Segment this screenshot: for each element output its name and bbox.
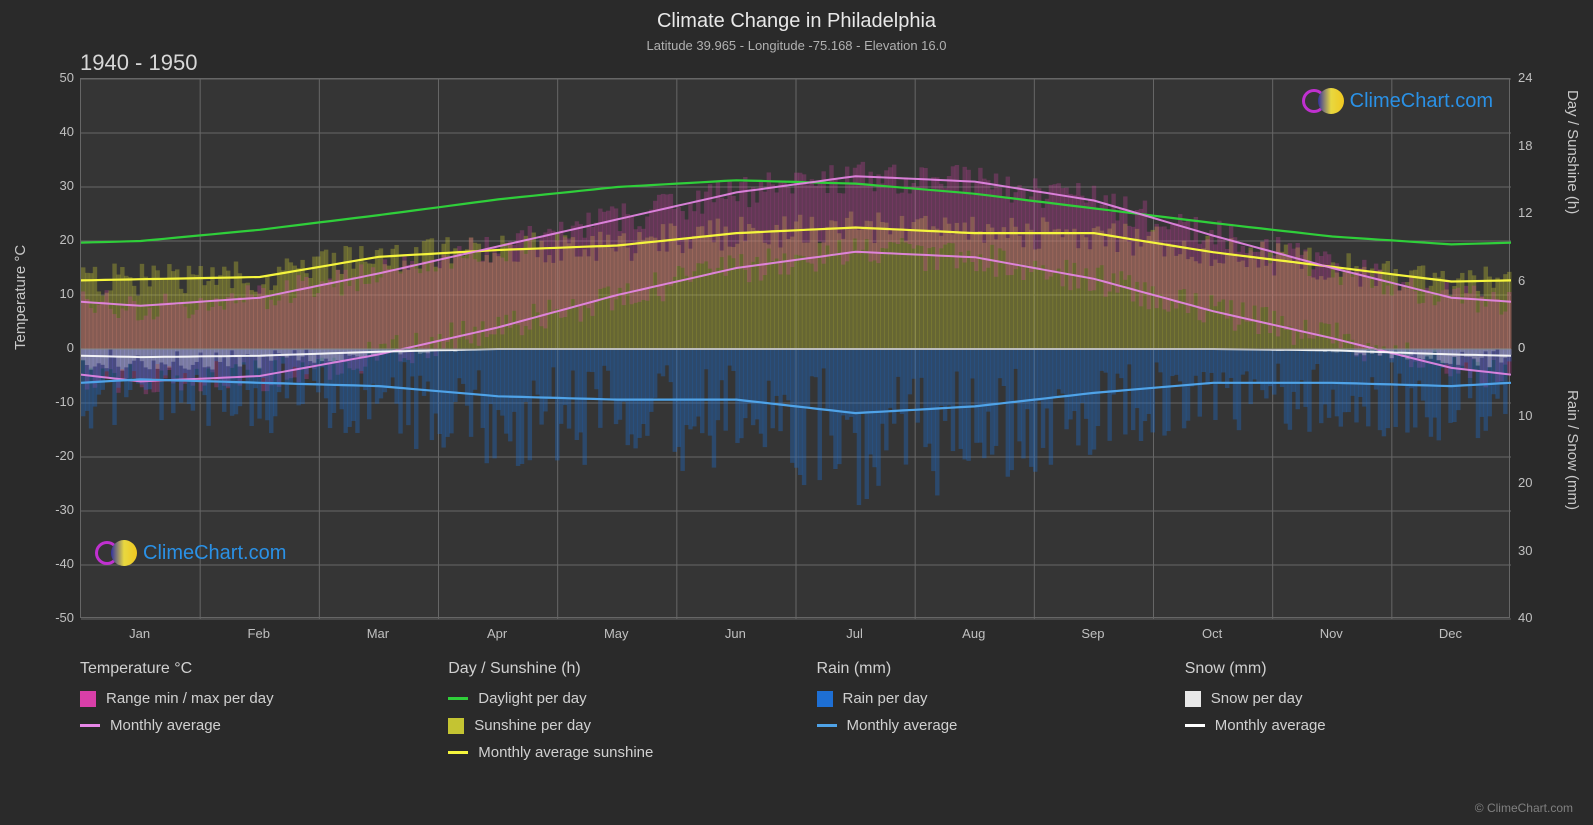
legend-label: Daylight per day	[478, 690, 586, 707]
legend-col-temperature: Temperature °C Range min / max per day Mo…	[80, 660, 448, 771]
legend-item: Range min / max per day	[80, 690, 448, 707]
legend-col-daylight: Day / Sunshine (h) Daylight per day Sunsh…	[448, 660, 816, 771]
legend-col-rain: Rain (mm) Rain per day Monthly average	[817, 660, 1185, 771]
brand-text: ClimeChart.com	[1350, 90, 1493, 113]
legend-item: Daylight per day	[448, 690, 816, 707]
xtick-month: Jan	[120, 626, 160, 641]
ytick-left: 50	[34, 70, 74, 85]
legend-label: Monthly average	[1215, 717, 1326, 734]
ytick-right-hours: 18	[1518, 138, 1532, 153]
legend-swatch	[448, 718, 464, 734]
legend-swatch	[448, 697, 468, 700]
legend-label: Snow per day	[1211, 690, 1303, 707]
legend-item: Rain per day	[817, 690, 1185, 707]
y-axis-right-bottom-label: Rain / Snow (mm)	[1564, 390, 1581, 510]
legend: Temperature °C Range min / max per day Mo…	[80, 660, 1553, 771]
ytick-right-mm: 0	[1518, 340, 1525, 355]
chart-subtitle: Latitude 39.965 - Longitude -75.168 - El…	[647, 38, 947, 53]
ytick-left: -40	[34, 556, 74, 571]
ytick-left: 10	[34, 286, 74, 301]
legend-items-daylight: Daylight per day Sunshine per day Monthly …	[448, 690, 816, 761]
legend-item: Monthly average	[817, 717, 1185, 734]
legend-swatch	[448, 751, 468, 754]
ytick-left: 0	[34, 340, 74, 355]
ytick-left: -10	[34, 394, 74, 409]
plot-svg	[81, 79, 1511, 619]
legend-items-snow: Snow per day Monthly average	[1185, 690, 1553, 734]
legend-title-temperature: Temperature °C	[80, 660, 448, 678]
plot-area	[80, 78, 1510, 618]
legend-label: Monthly average	[847, 717, 958, 734]
copyright: © ClimeChart.com	[1475, 801, 1573, 815]
xtick-month: Feb	[239, 626, 279, 641]
legend-label: Sunshine per day	[474, 717, 591, 734]
xtick-month: Jun	[715, 626, 755, 641]
ytick-right-hours: 12	[1518, 205, 1532, 220]
legend-item: Monthly average	[80, 717, 448, 734]
y-axis-right-top-label: Day / Sunshine (h)	[1564, 90, 1581, 214]
xtick-month: Oct	[1192, 626, 1232, 641]
chart-title: Climate Change in Philadelphia	[657, 10, 936, 33]
legend-col-snow: Snow (mm) Snow per day Monthly average	[1185, 660, 1553, 771]
legend-swatch	[80, 691, 96, 707]
xtick-month: Jul	[835, 626, 875, 641]
legend-swatch	[817, 691, 833, 707]
ytick-left: 30	[34, 178, 74, 193]
ytick-left: 40	[34, 124, 74, 139]
xtick-month: Sep	[1073, 626, 1113, 641]
xtick-month: Nov	[1311, 626, 1351, 641]
legend-item: Monthly average	[1185, 717, 1553, 734]
ytick-left: -50	[34, 610, 74, 625]
ytick-left: 20	[34, 232, 74, 247]
legend-title-daylight: Day / Sunshine (h)	[448, 660, 816, 678]
ytick-right-hours: 6	[1518, 273, 1525, 288]
legend-item: Sunshine per day	[448, 717, 816, 734]
period-label: 1940 - 1950	[80, 50, 197, 76]
legend-swatch	[1185, 724, 1205, 727]
xtick-month: Apr	[477, 626, 517, 641]
legend-item: Snow per day	[1185, 690, 1553, 707]
legend-swatch	[80, 724, 100, 727]
xtick-month: Aug	[954, 626, 994, 641]
legend-title-snow: Snow (mm)	[1185, 660, 1553, 678]
ytick-left: -30	[34, 502, 74, 517]
brand-logo-sun-icon	[1318, 88, 1344, 114]
legend-items-rain: Rain per day Monthly average	[817, 690, 1185, 734]
legend-title-rain: Rain (mm)	[817, 660, 1185, 678]
climate-chart-container: Climate Change in Philadelphia Latitude …	[0, 0, 1593, 825]
brand-logo-sun-icon	[111, 540, 137, 566]
y-axis-left-label: Temperature °C	[12, 245, 29, 350]
legend-label: Rain per day	[843, 690, 928, 707]
legend-label: Monthly average	[110, 717, 221, 734]
brand-text: ClimeChart.com	[143, 542, 286, 565]
legend-item: Monthly average sunshine	[448, 744, 816, 761]
ytick-right-mm: 40	[1518, 610, 1532, 625]
legend-label: Range min / max per day	[106, 690, 274, 707]
ytick-left: -20	[34, 448, 74, 463]
ytick-right-mm: 30	[1518, 543, 1532, 558]
xtick-month: Dec	[1430, 626, 1470, 641]
ytick-right-mm: 10	[1518, 408, 1532, 423]
legend-swatch	[1185, 691, 1201, 707]
legend-label: Monthly average sunshine	[478, 744, 653, 761]
legend-items-temperature: Range min / max per day Monthly average	[80, 690, 448, 734]
xtick-month: May	[596, 626, 636, 641]
xtick-month: Mar	[358, 626, 398, 641]
ytick-right-mm: 20	[1518, 475, 1532, 490]
brand-bottom-left: ClimeChart.com	[95, 540, 286, 566]
ytick-right-hours: 24	[1518, 70, 1532, 85]
brand-top-right: ClimeChart.com	[1302, 88, 1493, 114]
legend-swatch	[817, 724, 837, 727]
